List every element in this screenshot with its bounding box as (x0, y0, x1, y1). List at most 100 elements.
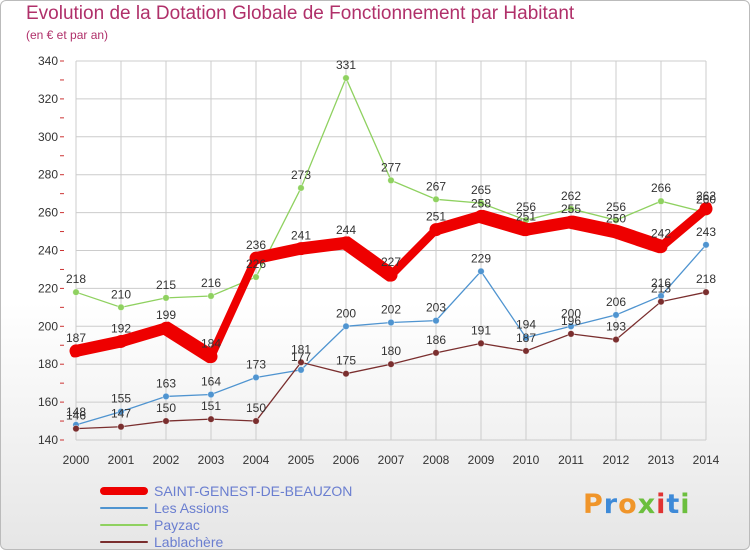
legend-item-saint-genest: SAINT-GENEST-DE-BEAUZON (100, 483, 420, 500)
data-label-lablachere: 193 (606, 320, 626, 334)
data-label-saint-genest-de-beauzon: 192 (111, 321, 131, 335)
data-point-saint-genest-de-beauzon (69, 344, 83, 358)
data-label-payzac: 277 (381, 160, 401, 174)
y-tick-label: 140 (38, 433, 58, 447)
data-label-saint-genest-de-beauzon: 199 (156, 308, 176, 322)
data-point-lablachere (297, 358, 305, 366)
data-label-lablachere: 147 (111, 407, 131, 421)
data-label-saint-genest-de-beauzon: 241 (291, 229, 311, 243)
legend-label-les-assions: Les Assions (154, 500, 229, 516)
data-point-lablachere (342, 370, 350, 378)
data-point-payzac (72, 288, 80, 296)
data-point-les-assions (342, 322, 350, 330)
data-label-payzac: 260 (696, 193, 716, 207)
data-point-payzac (612, 216, 620, 224)
logo-letter: x (637, 489, 657, 520)
legend-label-lablachere: Lablachère (154, 534, 224, 550)
data-label-lablachere: 186 (426, 333, 446, 347)
data-label-saint-genest-de-beauzon: 184 (201, 337, 221, 351)
data-label-les-assions: 164 (201, 375, 221, 389)
x-tick-label: 2014 (693, 453, 720, 467)
data-label-payzac: 216 (201, 276, 221, 290)
data-point-payzac (162, 294, 170, 302)
data-label-saint-genest-de-beauzon: 258 (471, 196, 491, 210)
data-point-payzac (657, 197, 665, 205)
data-point-les-assions (252, 373, 260, 382)
data-label-saint-genest-de-beauzon: 251 (516, 210, 536, 224)
data-label-les-assions: 229 (471, 251, 491, 265)
data-point-lablachere (207, 415, 215, 423)
x-tick-label: 2002 (153, 453, 180, 467)
logo-letter: r (603, 489, 619, 520)
data-label-lablachere: 191 (471, 323, 491, 337)
data-label-les-assions: 243 (696, 225, 716, 239)
data-point-lablachere (657, 298, 665, 306)
data-label-payzac: 218 (66, 272, 86, 286)
data-point-saint-genest-de-beauzon (159, 321, 173, 335)
chart-subtitle: (en € et par an) (26, 28, 109, 42)
x-tick-label: 2011 (558, 453, 584, 467)
data-point-saint-genest-de-beauzon (114, 334, 128, 348)
data-label-saint-genest-de-beauzon: 262 (696, 189, 716, 203)
data-point-payzac (252, 273, 260, 281)
x-tick-label: 2007 (378, 453, 405, 467)
y-tick-label: 220 (38, 281, 58, 295)
data-label-lablachere: 187 (516, 331, 536, 345)
data-label-payzac: 267 (426, 179, 446, 193)
logo-letter: t (666, 489, 681, 520)
data-label-payzac: 210 (111, 287, 131, 301)
data-point-saint-genest-de-beauzon (609, 225, 623, 239)
data-point-lablachere (477, 339, 485, 348)
data-point-lablachere (117, 423, 125, 431)
x-tick-label: 2008 (423, 453, 450, 467)
data-label-les-assions: 203 (426, 301, 446, 315)
data-point-saint-genest-de-beauzon (294, 242, 308, 256)
data-point-payzac (387, 176, 395, 185)
data-label-payzac: 215 (156, 278, 176, 292)
data-label-les-assions: 200 (336, 306, 356, 320)
legend-item-payzac: Payzac (100, 517, 420, 534)
data-label-payzac: 226 (246, 257, 266, 271)
data-point-lablachere (162, 417, 170, 425)
data-label-saint-genest-de-beauzon: 250 (606, 212, 626, 226)
data-point-saint-genest-de-beauzon (204, 350, 218, 364)
data-label-saint-genest-de-beauzon: 187 (66, 331, 86, 345)
data-label-les-assions: 200 (561, 306, 581, 320)
y-tick-label: 320 (38, 92, 58, 106)
data-label-payzac: 256 (606, 200, 626, 214)
logo-letter: P (583, 489, 604, 520)
y-tick-label: 260 (38, 206, 58, 220)
legend-swatch-saint-genest (100, 487, 148, 495)
legend-swatch-les-assions (100, 507, 148, 509)
data-point-saint-genest-de-beauzon (699, 202, 713, 216)
legend-swatch-payzac (100, 524, 148, 526)
data-point-payzac (477, 199, 485, 207)
data-point-lablachere (72, 424, 80, 433)
data-point-payzac (297, 184, 305, 192)
data-label-les-assions: 177 (291, 350, 311, 364)
data-point-lablachere (702, 288, 710, 296)
data-label-lablachere: 218 (696, 272, 716, 286)
data-point-lablachere (387, 360, 395, 368)
data-point-les-assions (117, 407, 125, 416)
data-point-payzac (567, 205, 575, 213)
y-tick-label: 200 (38, 319, 58, 333)
data-label-les-assions: 216 (651, 276, 671, 290)
x-tick-label: 2012 (603, 453, 630, 467)
x-tick-label: 2005 (288, 453, 315, 467)
data-point-payzac (117, 303, 125, 312)
y-tick-label: 240 (38, 244, 58, 258)
data-point-saint-genest-de-beauzon (519, 223, 533, 237)
chart-legend: SAINT-GENEST-DE-BEAUZON Les Assions Payz… (100, 483, 420, 551)
data-label-lablachere: 180 (381, 344, 401, 358)
data-point-lablachere (522, 347, 530, 355)
legend-item-lablachere: Lablachère (100, 534, 420, 551)
data-label-lablachere: 146 (66, 409, 86, 423)
data-label-saint-genest-de-beauzon: 236 (246, 238, 266, 252)
data-point-lablachere (252, 417, 260, 425)
data-point-les-assions (432, 316, 440, 325)
data-label-payzac: 256 (516, 200, 536, 214)
y-tick-label: 280 (38, 168, 58, 182)
data-label-payzac: 331 (336, 58, 356, 72)
data-point-les-assions (477, 267, 485, 275)
